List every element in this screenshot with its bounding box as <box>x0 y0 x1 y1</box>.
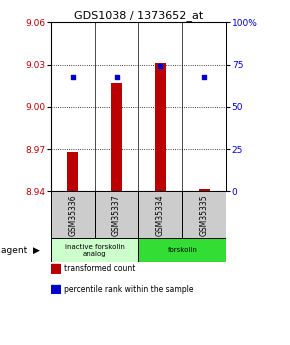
Bar <box>139 191 182 238</box>
Title: GDS1038 / 1373652_at: GDS1038 / 1373652_at <box>74 10 203 21</box>
Point <box>70 74 75 79</box>
Bar <box>51 264 60 273</box>
Text: transformed count: transformed count <box>64 264 135 273</box>
Bar <box>182 191 226 238</box>
Bar <box>111 83 122 191</box>
Text: GSM35334: GSM35334 <box>156 194 165 236</box>
Bar <box>139 238 226 262</box>
Text: GSM35337: GSM35337 <box>112 194 121 236</box>
Bar <box>67 152 78 191</box>
Text: agent  ▶: agent ▶ <box>1 246 40 255</box>
Point <box>158 63 163 69</box>
Bar <box>95 191 139 238</box>
Point <box>114 74 119 79</box>
Bar <box>51 238 139 262</box>
Text: forskolin: forskolin <box>167 247 197 253</box>
Bar <box>51 285 60 293</box>
Bar <box>155 63 166 191</box>
Bar <box>199 189 210 191</box>
Text: GSM35335: GSM35335 <box>200 194 209 236</box>
Text: GSM35336: GSM35336 <box>68 194 77 236</box>
Point <box>202 74 206 79</box>
Text: inactive forskolin
analog: inactive forskolin analog <box>65 244 124 257</box>
Text: percentile rank within the sample: percentile rank within the sample <box>64 285 193 294</box>
Bar <box>51 191 95 238</box>
